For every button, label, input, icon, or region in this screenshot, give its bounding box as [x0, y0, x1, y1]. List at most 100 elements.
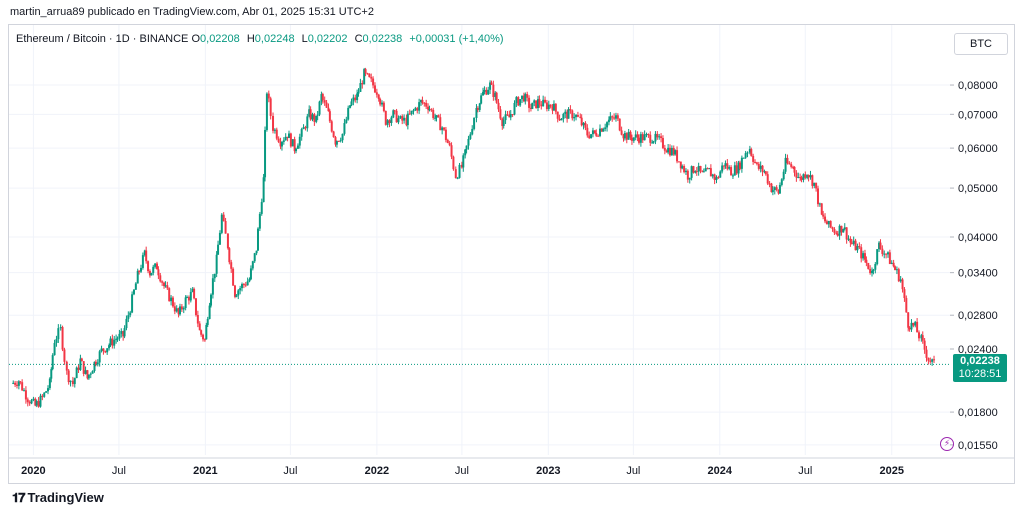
tradingview-logo[interactable]: 𝟏𝟕 TradingView: [12, 490, 104, 506]
candle-body: [483, 89, 486, 92]
candle-body: [202, 334, 205, 340]
candle-body: [82, 361, 85, 374]
candle-body: [242, 284, 245, 286]
candle-body: [43, 392, 46, 397]
candle-body: [59, 327, 62, 329]
candle-body: [241, 284, 244, 289]
candle-body: [711, 174, 714, 177]
candle-body: [418, 102, 421, 111]
candle-body: [813, 182, 816, 186]
candle-body: [267, 93, 270, 99]
candle-body: [460, 164, 463, 168]
candle-body: [695, 171, 698, 173]
candle-body: [524, 94, 527, 102]
candle-body: [469, 134, 472, 139]
candle-body: [57, 328, 60, 340]
candle-body: [847, 238, 850, 240]
candle-body: [458, 164, 461, 178]
candle-body: [45, 391, 48, 393]
candle-body: [200, 330, 203, 335]
candle-body: [180, 306, 183, 310]
candle-body: [529, 107, 532, 109]
candle-body: [452, 156, 455, 170]
candle-body: [713, 174, 716, 180]
candle-body: [676, 150, 679, 162]
candle-body: [552, 103, 555, 111]
y-tick-label: 0,08000: [958, 80, 998, 92]
candle-body: [450, 145, 453, 157]
candle-body: [892, 262, 895, 267]
candle-body: [473, 117, 476, 129]
candle-body: [643, 134, 646, 141]
candle-body: [309, 109, 312, 120]
candle-body: [556, 111, 559, 119]
candle-body: [265, 93, 268, 130]
candle-body: [30, 400, 33, 404]
candle-body: [580, 117, 583, 126]
candle-body: [509, 114, 512, 118]
candle-body: [272, 115, 275, 131]
candle-body: [291, 139, 294, 147]
candle-body: [833, 229, 836, 233]
candle-body: [315, 115, 318, 122]
candle-body: [395, 110, 398, 123]
candle-body: [903, 289, 906, 299]
candle-body: [669, 147, 672, 156]
clock-icon[interactable]: ⚡: [940, 437, 954, 451]
candle-body: [55, 339, 58, 343]
candle-body: [871, 270, 874, 274]
currency-button[interactable]: BTC: [954, 33, 1008, 55]
candle-body: [115, 338, 118, 340]
grid-layer: [9, 25, 950, 455]
candle-body: [196, 315, 199, 324]
candle-body: [304, 127, 307, 129]
candle-body: [533, 100, 536, 103]
candle-body: [489, 82, 492, 90]
candle-body: [177, 308, 180, 315]
candle-body: [456, 177, 459, 179]
price-axis: 0,08000 0,07000 0,06000 0,05000 0,04000 0,034…: [950, 80, 998, 452]
candle-body: [150, 272, 153, 276]
candle-body: [205, 324, 208, 340]
candle-body: [593, 130, 596, 133]
candle-body: [308, 109, 311, 117]
candle-series: [12, 67, 936, 408]
candle-body: [86, 370, 89, 379]
candle-body: [237, 290, 240, 296]
candle-body: [368, 73, 371, 78]
candle-body: [262, 177, 265, 203]
candle-body: [232, 268, 235, 286]
candle-body: [715, 177, 718, 180]
legend-symbol: Ethereum / Bitcoin · 1D · BINANCE: [16, 33, 189, 45]
candle-body: [61, 327, 64, 350]
y-tick-label: 0,02800: [958, 310, 998, 322]
candle-body: [647, 134, 650, 136]
candle-body: [475, 107, 478, 118]
candle-body: [152, 266, 155, 273]
candle-body: [171, 297, 174, 307]
candle-body: [478, 103, 481, 110]
candle-body: [63, 349, 66, 362]
candle-body: [211, 278, 214, 295]
candle-body: [613, 117, 616, 119]
legend-high-value: 0,02248: [254, 33, 295, 45]
candle-body: [143, 250, 146, 256]
candle-body: [164, 285, 167, 287]
candle-body: [218, 232, 221, 245]
candle-body: [899, 279, 902, 282]
candle-body: [471, 128, 474, 135]
candle-body: [347, 107, 350, 120]
candle-body: [377, 94, 380, 99]
candle-body: [147, 261, 150, 272]
candle-body: [820, 203, 823, 215]
candle-body: [108, 345, 111, 349]
chart-frame[interactable]: [8, 24, 1015, 484]
candle-body: [414, 108, 417, 111]
last-price-tag: 0,02238 10:28:51: [953, 354, 1007, 382]
candle-body: [430, 109, 433, 111]
candle-body: [275, 129, 278, 139]
legend-low-value: 0,02202: [307, 33, 348, 45]
candle-body: [157, 269, 160, 276]
candle-body: [251, 261, 254, 269]
